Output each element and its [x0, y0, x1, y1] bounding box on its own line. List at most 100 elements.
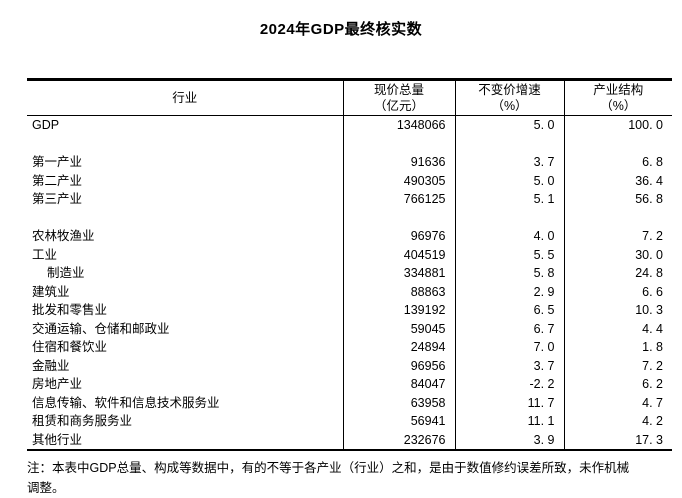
col-header-constant-price-growth-title: 不变价增速	[478, 83, 541, 97]
total-cell: 84047	[342, 375, 455, 394]
table-row-gdp: GDP 1348066 5. 0 100. 0	[27, 115, 672, 135]
table-spacer-row	[27, 134, 672, 154]
table-row-finance: 金融业 96956 3. 7 7. 2	[27, 356, 672, 375]
industry-cell: 第二产业	[32, 173, 83, 188]
share-cell: 6. 6	[563, 282, 672, 301]
table-row-agriculture: 农林牧渔业 96976 4. 0 7. 2	[27, 227, 672, 246]
table-row-transport-storage-post: 交通运输、仓储和邮政业 59045 6. 7 4. 4	[27, 319, 672, 338]
spacer-cell	[454, 208, 564, 227]
industry-cell: 第一产业	[32, 155, 83, 169]
total-cell: 96956	[342, 356, 455, 375]
table-row-construction: 建筑业 88863 2. 9 6. 6	[27, 282, 672, 301]
share-cell: 1. 8	[563, 338, 672, 357]
total-cell: 96976	[342, 227, 455, 246]
total-cell: 63958	[342, 393, 455, 412]
growth-cell: 2. 9	[454, 282, 564, 301]
growth-cell: 7. 0	[454, 338, 564, 357]
share-cell: 100. 0	[563, 115, 672, 135]
growth-cell: -2. 2	[454, 375, 564, 394]
spacer-cell	[342, 208, 455, 227]
spacer-cell	[454, 134, 564, 153]
industry-cell: 农林牧渔业	[32, 229, 95, 243]
industry-cell: 房地产业	[32, 377, 83, 391]
industry-cell: 工业	[32, 247, 58, 262]
growth-cell: 6. 5	[454, 301, 564, 320]
total-cell: 24894	[342, 338, 455, 357]
table-header-row: 行业 现价总量 （亿元） 不变价增速 （%） 产业结构 （%）	[27, 79, 672, 116]
col-header-industry-structure: 产业结构 （%）	[563, 79, 672, 116]
table-spacer-row	[27, 208, 672, 228]
share-cell: 6. 2	[563, 375, 672, 394]
industry-cell: 制造业	[47, 266, 85, 280]
col-header-industry-structure-title: 产业结构	[593, 83, 644, 97]
growth-cell: 5. 1	[454, 190, 564, 209]
growth-cell: 5. 0	[454, 171, 564, 190]
share-cell: 30. 0	[563, 245, 672, 264]
growth-cell: 11. 1	[454, 412, 564, 431]
industry-cell: 建筑业	[32, 284, 70, 299]
page-title: 2024年GDP最终核实数	[259, 21, 423, 38]
growth-cell: 3. 7	[454, 356, 564, 375]
share-cell: 36. 4	[563, 171, 672, 190]
total-cell: 490305	[342, 171, 455, 190]
total-cell: 766125	[342, 190, 455, 209]
total-cell: 232676	[342, 430, 455, 450]
spacer-cell	[27, 209, 343, 228]
growth-cell: 3. 7	[454, 153, 564, 172]
table-footnote: 注：本表中GDP总量、构成等数据中，有的不等于各产业（行业）之和，是由于数值修约…	[27, 461, 630, 495]
growth-cell: 6. 7	[454, 319, 564, 338]
share-cell: 7. 2	[563, 356, 672, 375]
spacer-cell	[27, 135, 343, 154]
growth-cell: 4. 0	[454, 227, 564, 246]
spacer-cell	[342, 134, 455, 153]
total-cell: 88863	[342, 282, 455, 301]
share-cell: 24. 8	[563, 264, 672, 283]
share-cell: 4. 4	[563, 319, 672, 338]
total-cell: 59045	[342, 319, 455, 338]
growth-cell: 5. 8	[454, 264, 564, 283]
share-cell: 7. 2	[563, 227, 672, 246]
growth-cell: 5. 0	[454, 115, 564, 135]
industry-cell: 信息传输、软件和信息技术服务业	[32, 395, 220, 410]
col-header-industry-structure-unit: （%）	[600, 99, 637, 113]
table-row-manufacturing: 制造业 334881 5. 8 24. 8	[27, 264, 672, 283]
spacer-cell	[563, 134, 672, 153]
industry-cell: 交通运输、仓储和邮政业	[32, 321, 170, 336]
industry-cell: 租赁和商务服务业	[32, 414, 133, 428]
col-header-current-price-total-unit: （亿元）	[373, 99, 424, 113]
spacer-cell	[563, 208, 672, 227]
total-cell: 1348066	[342, 115, 455, 135]
share-cell: 6. 8	[563, 153, 672, 172]
industry-cell: 第三产业	[32, 192, 83, 206]
table-row-wholesale-retail: 批发和零售业 139192 6. 5 10. 3	[27, 301, 672, 320]
table-row-other-industries: 其他行业 232676 3. 9 17. 3	[27, 430, 672, 450]
col-header-current-price-total-title: 现价总量	[373, 83, 424, 97]
industry-cell: GDP	[32, 118, 60, 132]
table-row-tertiary-industry: 第三产业 766125 5. 1 56. 8	[27, 190, 672, 209]
total-cell: 334881	[342, 264, 455, 283]
industry-cell: 其他行业	[32, 432, 83, 447]
table-row-primary-industry: 第一产业 91636 3. 7 6. 8	[27, 153, 672, 172]
col-header-constant-price-growth: 不变价增速 （%）	[454, 79, 564, 116]
industry-cell: 金融业	[32, 358, 70, 373]
table-row-secondary-industry: 第二产业 490305 5. 0 36. 4	[27, 171, 672, 190]
table-row-hotels-catering: 住宿和餐饮业 24894 7. 0 1. 8	[27, 338, 672, 357]
col-header-industry-title: 行业	[172, 91, 198, 105]
share-cell: 56. 8	[563, 190, 672, 209]
table-row-information-technology: 信息传输、软件和信息技术服务业 63958 11. 7 4. 7	[27, 393, 672, 412]
growth-cell: 5. 5	[454, 245, 564, 264]
table-row-real-estate: 房地产业 84047 -2. 2 6. 2	[27, 375, 672, 394]
growth-cell: 11. 7	[454, 393, 564, 412]
table-row-leasing-business-services: 租赁和商务服务业 56941 11. 1 4. 2	[27, 412, 672, 431]
share-cell: 10. 3	[563, 301, 672, 320]
growth-cell: 3. 9	[454, 430, 564, 450]
industry-cell: 批发和零售业	[32, 303, 108, 317]
table-row-industry: 工业 404519 5. 5 30. 0	[27, 245, 672, 264]
col-header-industry: 行业	[27, 79, 343, 116]
share-cell: 4. 2	[563, 412, 672, 431]
share-cell: 4. 7	[563, 393, 672, 412]
industry-cell: 住宿和餐饮业	[32, 340, 108, 354]
col-header-constant-price-growth-unit: （%）	[491, 99, 528, 113]
total-cell: 404519	[342, 245, 455, 264]
total-cell: 139192	[342, 301, 455, 320]
